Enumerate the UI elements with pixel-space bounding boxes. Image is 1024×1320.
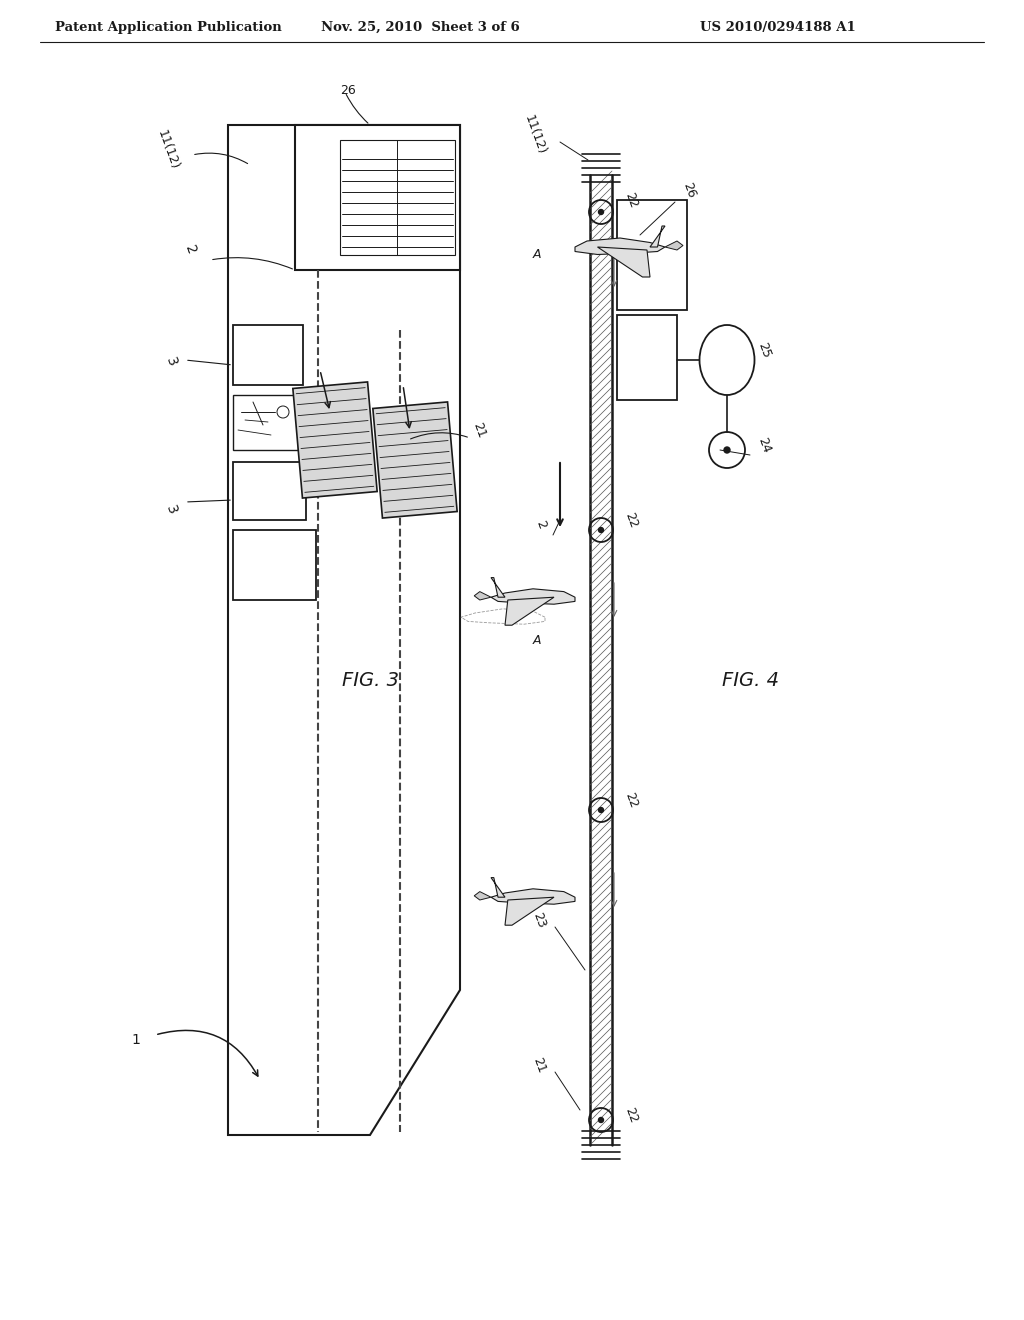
Polygon shape bbox=[490, 878, 505, 898]
Polygon shape bbox=[597, 247, 650, 277]
Text: 21: 21 bbox=[530, 1056, 548, 1074]
Text: 21: 21 bbox=[470, 420, 487, 440]
Circle shape bbox=[598, 528, 603, 532]
Text: Patent Application Publication: Patent Application Publication bbox=[55, 21, 282, 33]
Text: 22: 22 bbox=[622, 1105, 640, 1125]
Polygon shape bbox=[575, 238, 665, 255]
Bar bbox=[617, 201, 687, 310]
Text: 2: 2 bbox=[534, 519, 548, 531]
Text: FIG. 4: FIG. 4 bbox=[722, 671, 778, 689]
Text: 11(12): 11(12) bbox=[155, 128, 181, 172]
Text: 22: 22 bbox=[622, 791, 640, 809]
Polygon shape bbox=[474, 891, 490, 900]
Polygon shape bbox=[490, 578, 505, 597]
Text: 3: 3 bbox=[163, 503, 179, 516]
Text: 26: 26 bbox=[340, 83, 355, 96]
Polygon shape bbox=[505, 898, 554, 925]
Ellipse shape bbox=[699, 325, 755, 395]
Text: 26: 26 bbox=[680, 181, 697, 199]
Text: 23: 23 bbox=[530, 911, 548, 929]
Text: 22: 22 bbox=[622, 190, 640, 210]
Text: FIG. 3: FIG. 3 bbox=[341, 671, 398, 689]
Bar bbox=[233, 395, 298, 450]
Polygon shape bbox=[490, 589, 575, 605]
Text: 25: 25 bbox=[755, 341, 773, 359]
Polygon shape bbox=[650, 226, 665, 247]
Circle shape bbox=[598, 210, 603, 214]
Bar bbox=[340, 140, 455, 255]
Circle shape bbox=[598, 808, 603, 813]
Text: 22: 22 bbox=[622, 511, 640, 529]
Text: 3: 3 bbox=[163, 355, 179, 368]
Text: Nov. 25, 2010  Sheet 3 of 6: Nov. 25, 2010 Sheet 3 of 6 bbox=[321, 21, 519, 33]
Bar bbox=[233, 531, 316, 601]
Bar bbox=[617, 315, 677, 400]
Text: A: A bbox=[532, 634, 542, 647]
Text: A: A bbox=[532, 248, 542, 261]
Polygon shape bbox=[373, 403, 457, 517]
Bar bbox=[233, 325, 303, 385]
Bar bbox=[233, 462, 306, 520]
Text: 24: 24 bbox=[755, 436, 772, 454]
Polygon shape bbox=[293, 381, 377, 498]
Polygon shape bbox=[228, 125, 460, 1135]
Text: 1: 1 bbox=[131, 1034, 140, 1047]
Text: 2: 2 bbox=[182, 243, 199, 256]
Polygon shape bbox=[505, 597, 554, 626]
Text: 11(12): 11(12) bbox=[521, 114, 548, 157]
Polygon shape bbox=[490, 888, 575, 904]
Polygon shape bbox=[474, 591, 490, 601]
Circle shape bbox=[724, 447, 730, 453]
Polygon shape bbox=[665, 242, 683, 249]
Text: US 2010/0294188 A1: US 2010/0294188 A1 bbox=[700, 21, 856, 33]
Circle shape bbox=[598, 1118, 603, 1122]
Bar bbox=[295, 125, 460, 271]
